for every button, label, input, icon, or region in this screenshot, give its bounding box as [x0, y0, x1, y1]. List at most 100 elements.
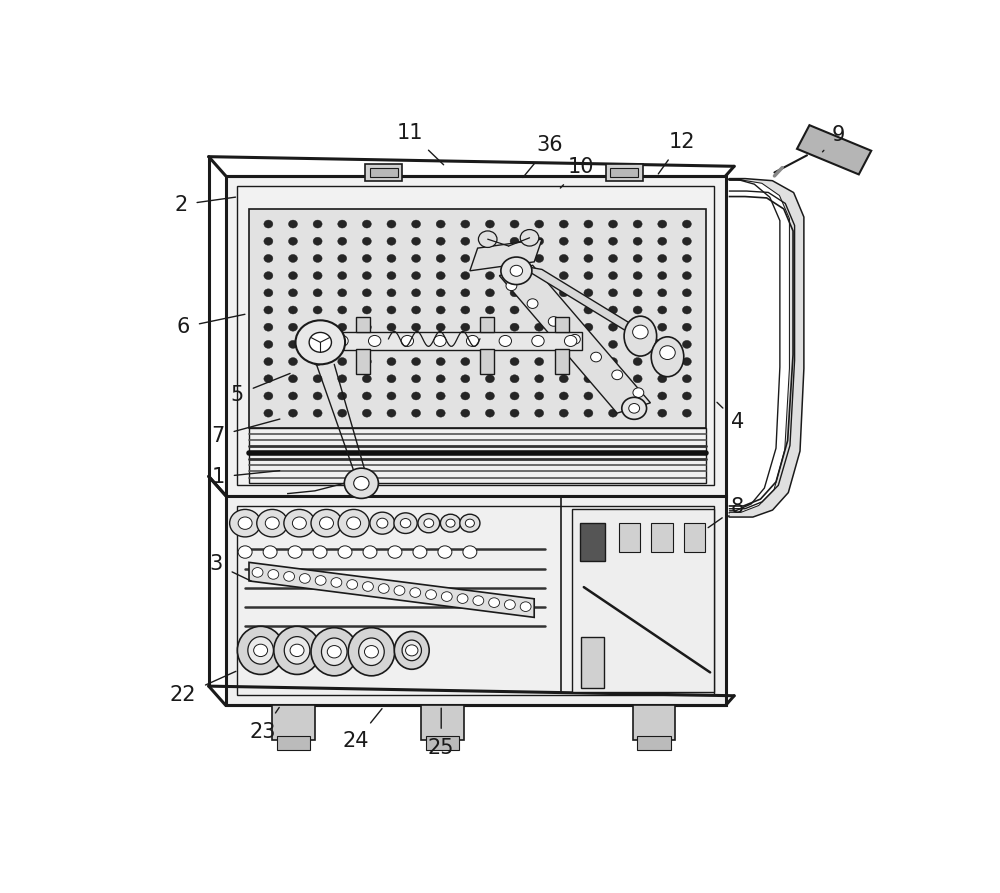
Circle shape	[510, 306, 519, 314]
Circle shape	[485, 255, 494, 263]
Circle shape	[387, 323, 396, 331]
Circle shape	[559, 323, 568, 331]
Polygon shape	[470, 239, 542, 271]
Ellipse shape	[237, 626, 284, 674]
Circle shape	[535, 340, 544, 348]
Circle shape	[264, 220, 273, 228]
Circle shape	[633, 255, 642, 263]
Ellipse shape	[624, 316, 657, 356]
Circle shape	[506, 281, 517, 290]
Circle shape	[284, 572, 295, 581]
Circle shape	[485, 323, 494, 331]
Circle shape	[660, 346, 675, 360]
Circle shape	[254, 644, 268, 656]
Circle shape	[446, 519, 455, 527]
Circle shape	[288, 409, 297, 417]
Circle shape	[338, 323, 347, 331]
Text: 4: 4	[717, 403, 744, 432]
Circle shape	[436, 357, 445, 365]
Circle shape	[633, 238, 642, 246]
Circle shape	[622, 397, 647, 420]
Bar	[581, 637, 604, 689]
Text: 22: 22	[170, 672, 236, 705]
Circle shape	[461, 357, 470, 365]
Bar	[619, 523, 640, 552]
Text: 36: 36	[523, 135, 563, 178]
Ellipse shape	[311, 628, 358, 676]
Circle shape	[548, 317, 559, 326]
Circle shape	[584, 255, 593, 263]
Circle shape	[288, 340, 297, 348]
Circle shape	[264, 238, 273, 246]
Text: 7: 7	[211, 419, 280, 446]
Circle shape	[362, 375, 371, 383]
Circle shape	[584, 238, 593, 246]
Circle shape	[412, 220, 421, 228]
Circle shape	[461, 409, 470, 417]
Circle shape	[264, 306, 273, 314]
Circle shape	[313, 238, 322, 246]
Circle shape	[633, 323, 642, 331]
Circle shape	[288, 357, 297, 365]
Bar	[370, 168, 398, 178]
Circle shape	[473, 596, 484, 605]
Circle shape	[288, 306, 297, 314]
Circle shape	[510, 323, 519, 331]
Circle shape	[633, 288, 642, 296]
Circle shape	[510, 238, 519, 246]
Circle shape	[292, 517, 306, 530]
Circle shape	[313, 288, 322, 296]
Circle shape	[535, 409, 544, 417]
Circle shape	[338, 271, 347, 280]
Circle shape	[658, 340, 667, 348]
Circle shape	[412, 306, 421, 314]
Circle shape	[434, 336, 446, 346]
Circle shape	[363, 546, 377, 558]
Circle shape	[313, 220, 322, 228]
Circle shape	[230, 509, 261, 537]
Circle shape	[388, 546, 402, 558]
Circle shape	[264, 375, 273, 383]
Circle shape	[387, 220, 396, 228]
Circle shape	[362, 288, 371, 296]
Circle shape	[412, 255, 421, 263]
Circle shape	[633, 271, 642, 280]
Circle shape	[440, 514, 461, 532]
Bar	[237, 187, 714, 486]
Ellipse shape	[274, 626, 320, 674]
Circle shape	[387, 392, 396, 400]
Circle shape	[338, 255, 347, 263]
Circle shape	[309, 332, 331, 352]
Text: 6: 6	[176, 314, 245, 338]
Circle shape	[658, 238, 667, 246]
Circle shape	[436, 340, 445, 348]
Circle shape	[609, 220, 618, 228]
Circle shape	[400, 519, 411, 528]
Circle shape	[485, 340, 494, 348]
Circle shape	[682, 255, 691, 263]
Circle shape	[658, 323, 667, 331]
Circle shape	[362, 271, 371, 280]
Circle shape	[457, 594, 468, 604]
Circle shape	[387, 357, 396, 365]
Circle shape	[338, 392, 347, 400]
Circle shape	[387, 255, 396, 263]
Circle shape	[313, 271, 322, 280]
Circle shape	[401, 336, 414, 346]
Circle shape	[559, 340, 568, 348]
Circle shape	[387, 409, 396, 417]
Circle shape	[591, 352, 601, 362]
Circle shape	[288, 220, 297, 228]
Text: 23: 23	[250, 707, 279, 741]
Bar	[249, 429, 706, 483]
Circle shape	[535, 323, 544, 331]
Circle shape	[264, 340, 273, 348]
Circle shape	[362, 357, 371, 365]
Bar	[249, 209, 706, 429]
Circle shape	[436, 392, 445, 400]
Circle shape	[510, 271, 519, 280]
Circle shape	[268, 570, 279, 580]
Circle shape	[501, 257, 532, 285]
Circle shape	[264, 323, 273, 331]
Circle shape	[288, 546, 302, 558]
